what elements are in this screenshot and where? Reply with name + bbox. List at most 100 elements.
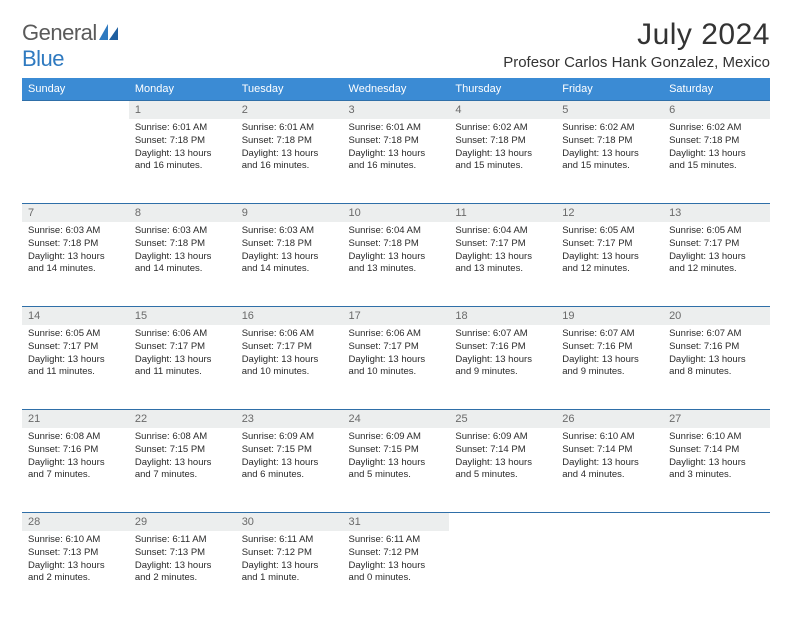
- day-details: Sunrise: 6:06 AMSunset: 7:17 PMDaylight:…: [343, 325, 450, 385]
- sunset-line: Sunset: 7:18 PM: [349, 135, 444, 148]
- daylight-line-1: Daylight: 13 hours: [28, 354, 123, 367]
- daylight-line-1: Daylight: 13 hours: [28, 457, 123, 470]
- day-number: 5: [556, 100, 663, 119]
- daylight-line-2: and 15 minutes.: [562, 160, 657, 173]
- day-details: Sunrise: 6:03 AMSunset: 7:18 PMDaylight:…: [236, 222, 343, 282]
- day-number: 12: [556, 203, 663, 222]
- day-number-row: 123456: [22, 100, 770, 119]
- day-cell: Sunrise: 6:04 AMSunset: 7:17 PMDaylight:…: [449, 222, 556, 306]
- daylight-line-1: Daylight: 13 hours: [135, 354, 230, 367]
- day-details: Sunrise: 6:03 AMSunset: 7:18 PMDaylight:…: [22, 222, 129, 282]
- day-number-empty: [22, 100, 129, 119]
- day-cell: Sunrise: 6:01 AMSunset: 7:18 PMDaylight:…: [129, 119, 236, 203]
- day-details: Sunrise: 6:01 AMSunset: 7:18 PMDaylight:…: [343, 119, 450, 179]
- daylight-line-2: and 12 minutes.: [669, 263, 764, 276]
- day-cell: Sunrise: 6:07 AMSunset: 7:16 PMDaylight:…: [556, 325, 663, 409]
- sunrise-line: Sunrise: 6:02 AM: [669, 122, 764, 135]
- sunrise-line: Sunrise: 6:10 AM: [669, 431, 764, 444]
- day-details: Sunrise: 6:10 AMSunset: 7:14 PMDaylight:…: [663, 428, 770, 488]
- daylight-line-2: and 14 minutes.: [135, 263, 230, 276]
- daylight-line-1: Daylight: 13 hours: [242, 560, 337, 573]
- daylight-line-2: and 9 minutes.: [455, 366, 550, 379]
- daylight-line-2: and 5 minutes.: [349, 469, 444, 482]
- header: GeneralBlue July 2024 Profesor Carlos Ha…: [22, 18, 770, 72]
- day-cell: Sunrise: 6:08 AMSunset: 7:15 PMDaylight:…: [129, 428, 236, 512]
- sunrise-line: Sunrise: 6:05 AM: [562, 225, 657, 238]
- day-cell: [556, 531, 663, 615]
- sunrise-line: Sunrise: 6:03 AM: [28, 225, 123, 238]
- day-number: 31: [343, 512, 450, 531]
- day-body-row: Sunrise: 6:01 AMSunset: 7:18 PMDaylight:…: [22, 119, 770, 203]
- sunrise-line: Sunrise: 6:10 AM: [28, 534, 123, 547]
- sunset-line: Sunset: 7:17 PM: [669, 238, 764, 251]
- day-number-empty: [663, 512, 770, 531]
- day-details: Sunrise: 6:10 AMSunset: 7:14 PMDaylight:…: [556, 428, 663, 488]
- daylight-line-2: and 14 minutes.: [28, 263, 123, 276]
- day-number: 13: [663, 203, 770, 222]
- day-details: Sunrise: 6:01 AMSunset: 7:18 PMDaylight:…: [129, 119, 236, 179]
- sunset-line: Sunset: 7:18 PM: [242, 135, 337, 148]
- daylight-line-1: Daylight: 13 hours: [669, 148, 764, 161]
- day-details: Sunrise: 6:04 AMSunset: 7:18 PMDaylight:…: [343, 222, 450, 282]
- daylight-line-1: Daylight: 13 hours: [455, 148, 550, 161]
- day-number: 28: [22, 512, 129, 531]
- daylight-line-2: and 9 minutes.: [562, 366, 657, 379]
- daylight-line-1: Daylight: 13 hours: [669, 354, 764, 367]
- sunset-line: Sunset: 7:15 PM: [242, 444, 337, 457]
- sunset-line: Sunset: 7:14 PM: [669, 444, 764, 457]
- day-cell: Sunrise: 6:07 AMSunset: 7:16 PMDaylight:…: [663, 325, 770, 409]
- daylight-line-1: Daylight: 13 hours: [135, 457, 230, 470]
- day-cell: Sunrise: 6:11 AMSunset: 7:13 PMDaylight:…: [129, 531, 236, 615]
- day-cell: Sunrise: 6:11 AMSunset: 7:12 PMDaylight:…: [343, 531, 450, 615]
- day-body-row: Sunrise: 6:05 AMSunset: 7:17 PMDaylight:…: [22, 325, 770, 409]
- sunrise-line: Sunrise: 6:01 AM: [242, 122, 337, 135]
- day-details: Sunrise: 6:05 AMSunset: 7:17 PMDaylight:…: [556, 222, 663, 282]
- day-number: 1: [129, 100, 236, 119]
- day-number-row: 78910111213: [22, 203, 770, 222]
- daylight-line-2: and 15 minutes.: [669, 160, 764, 173]
- daylight-line-1: Daylight: 13 hours: [562, 148, 657, 161]
- sunset-line: Sunset: 7:16 PM: [669, 341, 764, 354]
- sunset-line: Sunset: 7:15 PM: [135, 444, 230, 457]
- weekday-header: Wednesday: [343, 78, 450, 100]
- daylight-line-1: Daylight: 13 hours: [349, 560, 444, 573]
- sunset-line: Sunset: 7:18 PM: [28, 238, 123, 251]
- day-details: Sunrise: 6:11 AMSunset: 7:13 PMDaylight:…: [129, 531, 236, 591]
- day-details: Sunrise: 6:02 AMSunset: 7:18 PMDaylight:…: [556, 119, 663, 179]
- day-cell: Sunrise: 6:01 AMSunset: 7:18 PMDaylight:…: [236, 119, 343, 203]
- day-number: 25: [449, 409, 556, 428]
- daylight-line-2: and 6 minutes.: [242, 469, 337, 482]
- day-number: 16: [236, 306, 343, 325]
- daylight-line-1: Daylight: 13 hours: [669, 251, 764, 264]
- daylight-line-1: Daylight: 13 hours: [669, 457, 764, 470]
- day-number: 27: [663, 409, 770, 428]
- sunset-line: Sunset: 7:17 PM: [28, 341, 123, 354]
- sunrise-line: Sunrise: 6:08 AM: [135, 431, 230, 444]
- sunset-line: Sunset: 7:16 PM: [28, 444, 123, 457]
- day-details: Sunrise: 6:11 AMSunset: 7:12 PMDaylight:…: [343, 531, 450, 591]
- sunrise-line: Sunrise: 6:04 AM: [349, 225, 444, 238]
- day-number: 17: [343, 306, 450, 325]
- calendar-head: SundayMondayTuesdayWednesdayThursdayFrid…: [22, 78, 770, 100]
- daylight-line-2: and 15 minutes.: [455, 160, 550, 173]
- day-number: 2: [236, 100, 343, 119]
- sunrise-line: Sunrise: 6:10 AM: [562, 431, 657, 444]
- daylight-line-2: and 5 minutes.: [455, 469, 550, 482]
- day-cell: [22, 119, 129, 203]
- day-cell: Sunrise: 6:09 AMSunset: 7:15 PMDaylight:…: [343, 428, 450, 512]
- daylight-line-2: and 4 minutes.: [562, 469, 657, 482]
- daylight-line-1: Daylight: 13 hours: [562, 354, 657, 367]
- daylight-line-1: Daylight: 13 hours: [135, 560, 230, 573]
- day-cell: [449, 531, 556, 615]
- day-cell: Sunrise: 6:06 AMSunset: 7:17 PMDaylight:…: [129, 325, 236, 409]
- day-number: 19: [556, 306, 663, 325]
- day-number: 26: [556, 409, 663, 428]
- day-details: Sunrise: 6:07 AMSunset: 7:16 PMDaylight:…: [556, 325, 663, 385]
- logo-part1: General: [22, 20, 97, 45]
- day-number-empty: [449, 512, 556, 531]
- daylight-line-2: and 14 minutes.: [242, 263, 337, 276]
- day-body-row: Sunrise: 6:03 AMSunset: 7:18 PMDaylight:…: [22, 222, 770, 306]
- logo-sail-icon: [99, 20, 119, 46]
- daylight-line-1: Daylight: 13 hours: [242, 148, 337, 161]
- sunrise-line: Sunrise: 6:03 AM: [135, 225, 230, 238]
